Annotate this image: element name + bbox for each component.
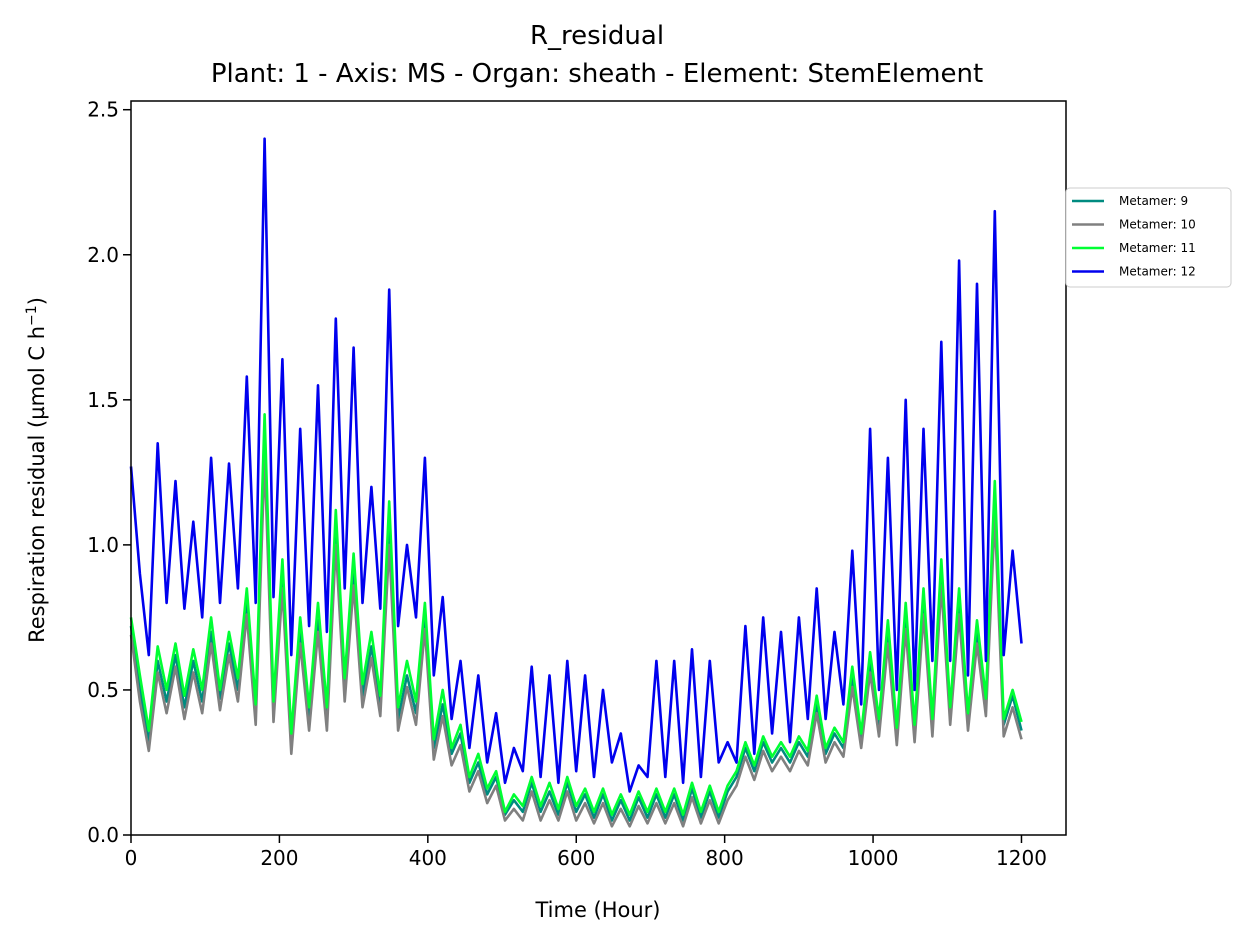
plot-frame xyxy=(130,100,1067,836)
y-tick-label: 0.5 xyxy=(87,678,119,702)
x-tick-label: 600 xyxy=(557,846,595,870)
legend-box xyxy=(1065,187,1232,288)
x-tick-label: 400 xyxy=(409,846,447,870)
y-tick-label: 0.0 xyxy=(87,823,119,847)
y-tick-label: 2.0 xyxy=(87,243,119,267)
x-tick-label: 200 xyxy=(260,846,298,870)
y-axis-label: Respiration residual (µmol C h−1) xyxy=(24,297,49,643)
x-axis: 0 200 400 600 800 1000 1200 xyxy=(125,835,1047,870)
y-axis-label-close: ) xyxy=(25,297,49,305)
series-line-4 xyxy=(129,137,1023,793)
x-tick-label: 1200 xyxy=(996,846,1047,870)
legend-label: Metamer: 10 xyxy=(1119,218,1196,232)
chart-title: R_residual xyxy=(530,21,664,51)
legend-label: Metamer: 9 xyxy=(1119,194,1188,208)
legend-label: Metamer: 12 xyxy=(1119,265,1196,279)
series-line-2 xyxy=(129,456,1023,828)
x-axis-label: Time (Hour) xyxy=(534,898,660,922)
y-tick-label: 1.5 xyxy=(87,388,119,412)
legend-label: Metamer: 11 xyxy=(1119,241,1196,255)
x-tick-label: 800 xyxy=(706,846,744,870)
legend: Metamer: 9 Metamer: 10 Metamer: 11 Metamer:… xyxy=(1065,187,1232,288)
plot-lines xyxy=(129,137,1023,828)
y-tick-label: 2.5 xyxy=(87,98,119,122)
x-tick-label: 1000 xyxy=(848,846,899,870)
y-axis: 0.0 0.5 1.0 1.5 2.0 2.5 xyxy=(87,98,131,847)
y-axis-label-main: Respiration residual (µmol C h xyxy=(25,326,49,643)
series-line-3 xyxy=(129,413,1023,816)
x-tick-label: 0 xyxy=(125,846,138,870)
chart-subtitle: Plant: 1 - Axis: MS - Organ: sheath - El… xyxy=(211,59,983,89)
y-tick-label: 1.0 xyxy=(87,533,119,557)
y-axis-label-exponent: −1 xyxy=(24,305,40,326)
